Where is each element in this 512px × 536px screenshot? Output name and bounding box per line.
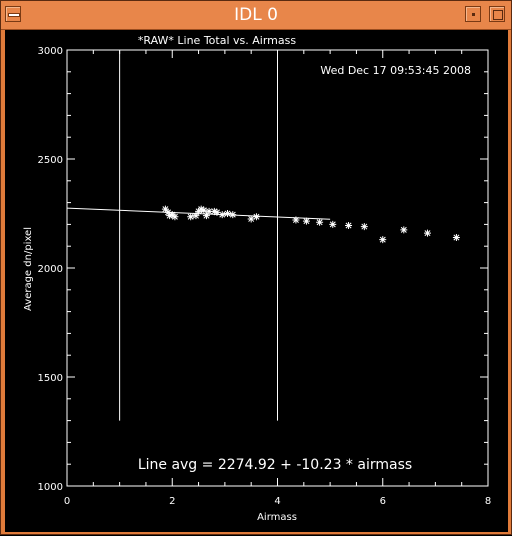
- x-axis-label: Airmass: [257, 512, 297, 523]
- maximize-button[interactable]: [489, 6, 505, 22]
- data-point-star: [166, 212, 174, 220]
- data-point-star: [202, 212, 210, 220]
- data-point-star: [360, 223, 368, 231]
- x-tick-label: 4: [274, 496, 280, 507]
- y-tick-label: 1000: [38, 482, 63, 493]
- minimize-icon: [472, 13, 475, 16]
- x-tick-label: 0: [64, 496, 70, 507]
- y-axis-label: Average dn/pixel: [23, 227, 34, 311]
- data-point-star: [187, 213, 195, 221]
- data-point-star: [218, 211, 226, 219]
- data-point-star: [171, 213, 179, 221]
- scatter-plot: *RAW* Line Total vs. Airmass Wed Dec 17 …: [23, 34, 491, 523]
- x-tick-label: 6: [380, 496, 386, 507]
- plot-title: *RAW* Line Total vs. Airmass: [138, 34, 296, 47]
- y-tick-label: 2500: [38, 155, 63, 166]
- plot-timestamp: Wed Dec 17 09:53:45 2008: [320, 64, 471, 77]
- y-tick-label: 2000: [38, 264, 63, 275]
- data-point-star: [252, 213, 260, 221]
- data-point-star: [292, 216, 300, 224]
- data-point-star: [197, 205, 205, 213]
- fit-equation-label: Line avg = 2274.92 + -10.23 * airmass: [138, 457, 412, 473]
- data-point-star: [302, 217, 310, 225]
- data-point-star: [192, 212, 200, 220]
- y-tick-label: 3000: [38, 46, 63, 57]
- data-point-star: [200, 206, 208, 214]
- data-point-star: [161, 205, 169, 213]
- data-point-star: [345, 221, 353, 229]
- window-title: IDL 0: [234, 5, 278, 25]
- data-point-star: [224, 210, 232, 217]
- data-point-star: [379, 236, 387, 244]
- data-point-star: [247, 215, 255, 223]
- data-point-star: [205, 207, 213, 215]
- y-tick-label: 1500: [38, 373, 63, 384]
- plot-canvas: *RAW* Line Total vs. Airmass Wed Dec 17 …: [5, 30, 508, 532]
- data-point-star: [452, 233, 460, 241]
- data-point-star: [400, 226, 408, 234]
- title-bar[interactable]: IDL 0: [1, 1, 511, 30]
- data-point-star: [164, 208, 172, 216]
- minimize-button[interactable]: [465, 6, 481, 22]
- maximize-icon: [493, 10, 503, 20]
- data-point-star: [210, 207, 218, 215]
- data-point-star: [316, 218, 324, 226]
- window-menu-icon: [8, 13, 20, 17]
- x-tick-label: 8: [485, 496, 491, 507]
- data-point-star: [213, 208, 221, 216]
- x-tick-label: 2: [169, 496, 175, 507]
- data-point-star: [423, 229, 431, 237]
- data-point-star: [229, 211, 237, 219]
- window-menu-button[interactable]: [5, 6, 21, 22]
- data-point-star: [329, 220, 337, 228]
